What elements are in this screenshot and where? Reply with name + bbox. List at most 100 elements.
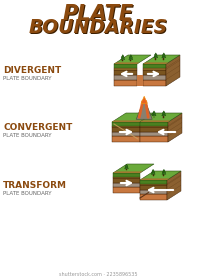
Polygon shape [140, 171, 181, 180]
Polygon shape [140, 180, 167, 184]
Polygon shape [122, 60, 123, 61]
Polygon shape [163, 116, 164, 118]
Polygon shape [164, 170, 165, 171]
Polygon shape [112, 132, 140, 136]
Text: PLATE: PLATE [62, 4, 134, 24]
Polygon shape [114, 64, 137, 68]
Polygon shape [126, 169, 127, 170]
Polygon shape [167, 185, 181, 194]
Text: BOUNDARIES: BOUNDARIES [29, 18, 169, 38]
Polygon shape [143, 80, 166, 86]
Polygon shape [122, 55, 124, 57]
Polygon shape [113, 177, 140, 178]
Polygon shape [112, 113, 154, 122]
Polygon shape [167, 171, 181, 200]
Polygon shape [154, 53, 157, 55]
Polygon shape [153, 111, 155, 113]
Polygon shape [143, 64, 166, 68]
Polygon shape [168, 116, 182, 126]
Polygon shape [166, 71, 180, 80]
Polygon shape [130, 55, 132, 57]
Polygon shape [140, 190, 167, 194]
Polygon shape [123, 58, 124, 60]
Polygon shape [112, 136, 140, 142]
Polygon shape [125, 165, 128, 167]
Polygon shape [163, 58, 164, 60]
Polygon shape [112, 127, 140, 132]
Text: shutterstock.com · 2235896535: shutterstock.com · 2235896535 [59, 272, 137, 277]
Polygon shape [131, 58, 132, 60]
Polygon shape [162, 55, 166, 58]
Polygon shape [167, 175, 181, 184]
Polygon shape [156, 55, 157, 56]
Polygon shape [140, 178, 170, 180]
Polygon shape [153, 171, 154, 173]
Polygon shape [152, 112, 156, 114]
Polygon shape [121, 57, 125, 60]
Polygon shape [153, 172, 154, 174]
Polygon shape [168, 122, 182, 132]
Polygon shape [152, 169, 154, 171]
Polygon shape [112, 120, 142, 122]
Polygon shape [140, 184, 167, 185]
Polygon shape [163, 111, 165, 113]
Polygon shape [113, 171, 142, 173]
Polygon shape [123, 55, 124, 57]
Polygon shape [162, 113, 166, 116]
Polygon shape [168, 127, 182, 136]
Polygon shape [141, 96, 147, 103]
Polygon shape [112, 126, 140, 127]
Polygon shape [154, 54, 157, 56]
Polygon shape [129, 55, 133, 58]
Polygon shape [166, 59, 180, 68]
Polygon shape [162, 171, 166, 174]
Polygon shape [154, 114, 155, 116]
Text: PLATE BOUNDARY: PLATE BOUNDARY [3, 133, 51, 138]
Polygon shape [168, 118, 182, 127]
Text: PLATE: PLATE [63, 5, 135, 25]
Polygon shape [113, 187, 140, 193]
Polygon shape [163, 169, 165, 171]
Polygon shape [123, 56, 124, 58]
Polygon shape [143, 74, 166, 80]
Polygon shape [114, 55, 151, 64]
Polygon shape [113, 164, 154, 173]
Polygon shape [151, 171, 155, 174]
Polygon shape [140, 136, 168, 142]
Polygon shape [143, 55, 180, 64]
Polygon shape [113, 178, 140, 183]
Polygon shape [167, 176, 181, 185]
Polygon shape [114, 74, 137, 80]
Text: DIVERGENT: DIVERGENT [3, 66, 61, 74]
Polygon shape [168, 113, 182, 142]
Polygon shape [112, 122, 140, 126]
Polygon shape [143, 68, 166, 69]
Polygon shape [167, 180, 181, 190]
Polygon shape [166, 65, 180, 74]
Polygon shape [143, 62, 168, 64]
Polygon shape [154, 55, 158, 58]
Polygon shape [163, 53, 165, 55]
Polygon shape [121, 55, 125, 58]
Polygon shape [143, 69, 166, 74]
Polygon shape [153, 170, 154, 171]
Polygon shape [114, 62, 139, 64]
Text: TRANSFORM: TRANSFORM [3, 181, 67, 190]
Polygon shape [126, 165, 127, 166]
Polygon shape [164, 56, 165, 58]
Polygon shape [151, 170, 155, 173]
Polygon shape [166, 55, 180, 86]
Text: PLATE BOUNDARY: PLATE BOUNDARY [3, 191, 51, 196]
Polygon shape [140, 122, 168, 126]
Polygon shape [140, 126, 168, 127]
Polygon shape [131, 55, 132, 57]
Text: PLATE BOUNDARY: PLATE BOUNDARY [3, 76, 51, 81]
Polygon shape [162, 54, 165, 56]
Polygon shape [137, 75, 143, 86]
Polygon shape [140, 185, 167, 190]
Polygon shape [156, 56, 157, 58]
Polygon shape [114, 68, 137, 69]
Polygon shape [125, 164, 128, 166]
Polygon shape [125, 166, 128, 169]
Polygon shape [140, 132, 168, 136]
